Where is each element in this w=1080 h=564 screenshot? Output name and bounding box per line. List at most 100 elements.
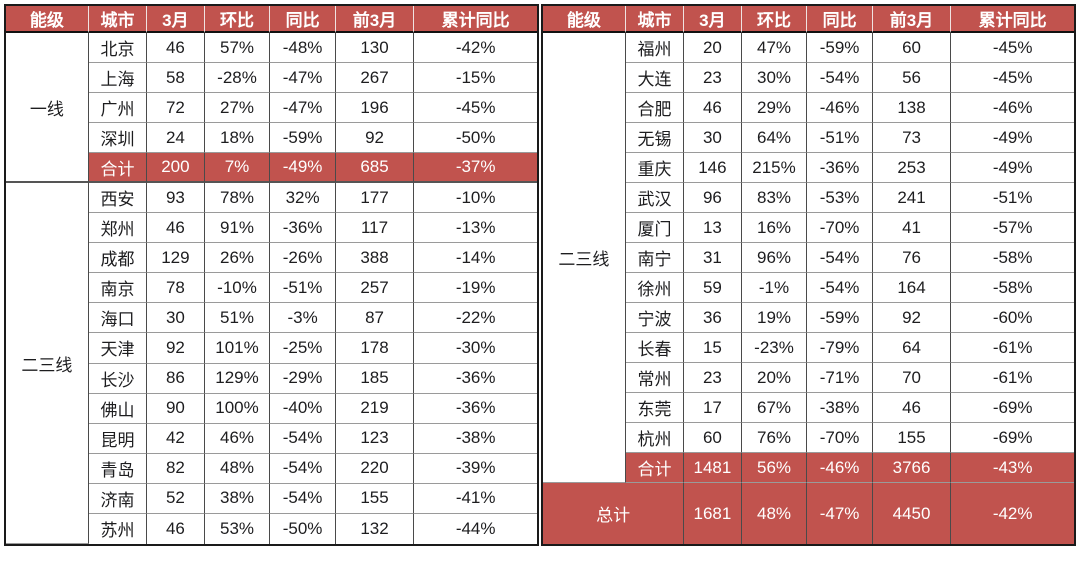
value-cell: 92 bbox=[147, 333, 205, 364]
col-header-first-3-months: 前3月 bbox=[335, 6, 415, 33]
value-cell: 23 bbox=[684, 363, 742, 393]
subtotal-value-cell: -43% bbox=[951, 453, 1074, 483]
value-cell: -50% bbox=[414, 123, 537, 154]
value-cell: -41% bbox=[414, 483, 537, 514]
value-cell: 48% bbox=[204, 453, 271, 484]
tier-cell: 二三线 bbox=[543, 33, 626, 483]
city-cell: 海口 bbox=[88, 303, 148, 334]
value-cell: 64 bbox=[872, 333, 952, 363]
value-cell: 59 bbox=[684, 273, 742, 303]
value-cell: -1% bbox=[741, 273, 808, 303]
value-cell: 87 bbox=[335, 303, 415, 334]
value-cell: -69% bbox=[951, 393, 1074, 423]
grand-total-value-cell: 4450 bbox=[872, 483, 952, 544]
city-cell: 青岛 bbox=[88, 453, 148, 484]
col-header-tier: 能级 bbox=[543, 6, 626, 33]
value-cell: 29% bbox=[741, 93, 808, 123]
city-cell: 宁波 bbox=[625, 303, 685, 333]
city-cell: 徐州 bbox=[625, 273, 685, 303]
value-cell: 67% bbox=[741, 393, 808, 423]
value-cell: 83% bbox=[741, 183, 808, 213]
value-cell: -69% bbox=[951, 423, 1074, 453]
value-cell: -48% bbox=[270, 33, 336, 64]
city-cell: 重庆 bbox=[625, 153, 685, 183]
city-cell: 厦门 bbox=[625, 213, 685, 243]
value-cell: 17 bbox=[684, 393, 742, 423]
value-cell: -70% bbox=[807, 423, 873, 453]
value-cell: -15% bbox=[414, 63, 537, 94]
city-row: 一线 北京 46 57% -48% 130 -42% bbox=[6, 33, 537, 184]
city-cell: 苏州 bbox=[88, 513, 148, 544]
value-cell: 13 bbox=[684, 213, 742, 243]
value-cell: 42 bbox=[147, 423, 205, 454]
value-cell: -10% bbox=[204, 273, 271, 304]
city-row: 二三线 西安 93 78% 32% 177 -10% bbox=[6, 183, 537, 544]
value-cell: 93 bbox=[147, 183, 205, 214]
value-cell: -23% bbox=[741, 333, 808, 363]
value-cell: 91% bbox=[204, 213, 271, 244]
grand-total-value-cell: -47% bbox=[807, 483, 873, 544]
col-header-city: 城市 bbox=[625, 6, 685, 33]
subtotal-value-cell: 7% bbox=[204, 153, 271, 184]
value-cell: 100% bbox=[204, 393, 271, 424]
subtotal-value-cell: 56% bbox=[741, 453, 808, 483]
city-row: 海口 30 51% -3% 87 -22% bbox=[6, 303, 537, 334]
value-cell: -54% bbox=[270, 483, 336, 514]
value-cell: 20 bbox=[684, 33, 742, 63]
value-cell: 164 bbox=[872, 273, 952, 303]
value-cell: 15 bbox=[684, 333, 742, 363]
city-row: 长春 15 -23% -79% 64 -61% bbox=[543, 333, 1074, 363]
value-cell: -61% bbox=[951, 363, 1074, 393]
city-cell: 武汉 bbox=[625, 183, 685, 213]
value-cell: 20% bbox=[741, 363, 808, 393]
value-cell: 46 bbox=[684, 93, 742, 123]
city-row: 南宁 31 96% -54% 76 -58% bbox=[543, 243, 1074, 273]
city-row: 无锡 30 64% -51% 73 -49% bbox=[543, 123, 1074, 153]
city-cell: 合肥 bbox=[625, 93, 685, 123]
grand-total-value-cell: 1681 bbox=[684, 483, 742, 544]
col-header-march: 3月 bbox=[684, 6, 742, 33]
value-cell: 76% bbox=[741, 423, 808, 453]
city-cell: 佛山 bbox=[88, 393, 148, 424]
value-cell: 78% bbox=[204, 183, 271, 214]
report-table-left: 能级 城市 3月 环比 同比 前3月 累计同比 一线 北京 46 57% -48% 130… bbox=[4, 4, 539, 546]
subtotal-label-cell: 合计 bbox=[88, 153, 148, 184]
value-cell: 36 bbox=[684, 303, 742, 333]
report-table-right: 能级 城市 3月 环比 同比 前3月 累计同比 二三线 福州 20 47% -59% 60… bbox=[541, 4, 1076, 546]
value-cell: 130 bbox=[335, 33, 415, 64]
city-cell: 长沙 bbox=[88, 363, 148, 394]
value-cell: -3% bbox=[270, 303, 336, 334]
value-cell: -25% bbox=[270, 333, 336, 364]
city-row: 昆明 42 46% -54% 123 -38% bbox=[6, 423, 537, 454]
value-cell: -51% bbox=[951, 183, 1074, 213]
value-cell: -36% bbox=[807, 153, 873, 183]
city-cell: 杭州 bbox=[625, 423, 685, 453]
city-row: 上海 58 -28% -47% 267 -15% bbox=[6, 63, 537, 94]
value-cell: 196 bbox=[335, 93, 415, 124]
value-cell: -29% bbox=[270, 363, 336, 394]
city-row: 长沙 86 129% -29% 185 -36% bbox=[6, 363, 537, 394]
city-row: 深圳 24 18% -59% 92 -50% bbox=[6, 123, 537, 154]
city-row: 天津 92 101% -25% 178 -30% bbox=[6, 333, 537, 364]
tier-cell: 一线 bbox=[6, 33, 89, 184]
subtotal-row: 合计 200 7% -49% 685 -37% bbox=[6, 153, 537, 184]
subtotal-value-cell: -37% bbox=[414, 153, 537, 184]
header-row: 能级 城市 3月 环比 同比 前3月 累计同比 bbox=[543, 6, 1074, 33]
city-row: 徐州 59 -1% -54% 164 -58% bbox=[543, 273, 1074, 303]
value-cell: -79% bbox=[807, 333, 873, 363]
value-cell: -45% bbox=[951, 63, 1074, 93]
city-cell: 大连 bbox=[625, 63, 685, 93]
value-cell: -49% bbox=[951, 153, 1074, 183]
value-cell: 388 bbox=[335, 243, 415, 274]
city-row: 成都 129 26% -26% 388 -14% bbox=[6, 243, 537, 274]
city-cell: 北京 bbox=[88, 33, 148, 64]
value-cell: -59% bbox=[270, 123, 336, 154]
value-cell: -71% bbox=[807, 363, 873, 393]
value-cell: 52 bbox=[147, 483, 205, 514]
value-cell: 46 bbox=[147, 33, 205, 64]
value-cell: 155 bbox=[872, 423, 952, 453]
city-cell: 西安 bbox=[88, 183, 148, 214]
tier-cell: 二三线 bbox=[6, 183, 89, 544]
city-row: 大连 23 30% -54% 56 -45% bbox=[543, 63, 1074, 93]
value-cell: 57% bbox=[204, 33, 271, 64]
